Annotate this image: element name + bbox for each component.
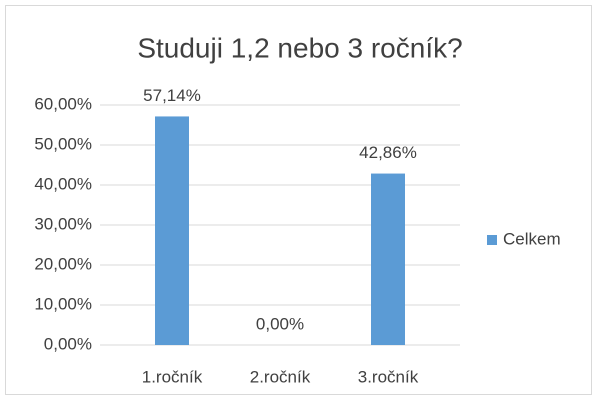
y-tick-label: 10,00% bbox=[34, 294, 92, 313]
y-tick-label: 30,00% bbox=[34, 214, 92, 233]
y-tick-label: 40,00% bbox=[34, 174, 92, 193]
chart-frame bbox=[5, 5, 592, 395]
y-tick-label: 50,00% bbox=[34, 134, 92, 153]
y-tick-label: 0,00% bbox=[44, 334, 92, 353]
legend-label: Celkem bbox=[503, 229, 561, 248]
y-tick-label: 60,00% bbox=[34, 94, 92, 113]
chart-title: Studuji 1,2 nebo 3 ročník? bbox=[137, 32, 462, 63]
x-tick-label: 3.ročník bbox=[358, 367, 419, 386]
y-tick-label: 20,00% bbox=[34, 254, 92, 273]
bar bbox=[371, 173, 405, 345]
x-tick-label: 2.ročník bbox=[250, 367, 311, 386]
legend-swatch bbox=[487, 235, 497, 245]
data-label: 42,86% bbox=[359, 143, 417, 162]
bar bbox=[155, 116, 189, 345]
data-label: 57,14% bbox=[143, 86, 201, 105]
x-tick-label: 1.ročník bbox=[142, 367, 203, 386]
data-label: 0,00% bbox=[256, 314, 304, 333]
